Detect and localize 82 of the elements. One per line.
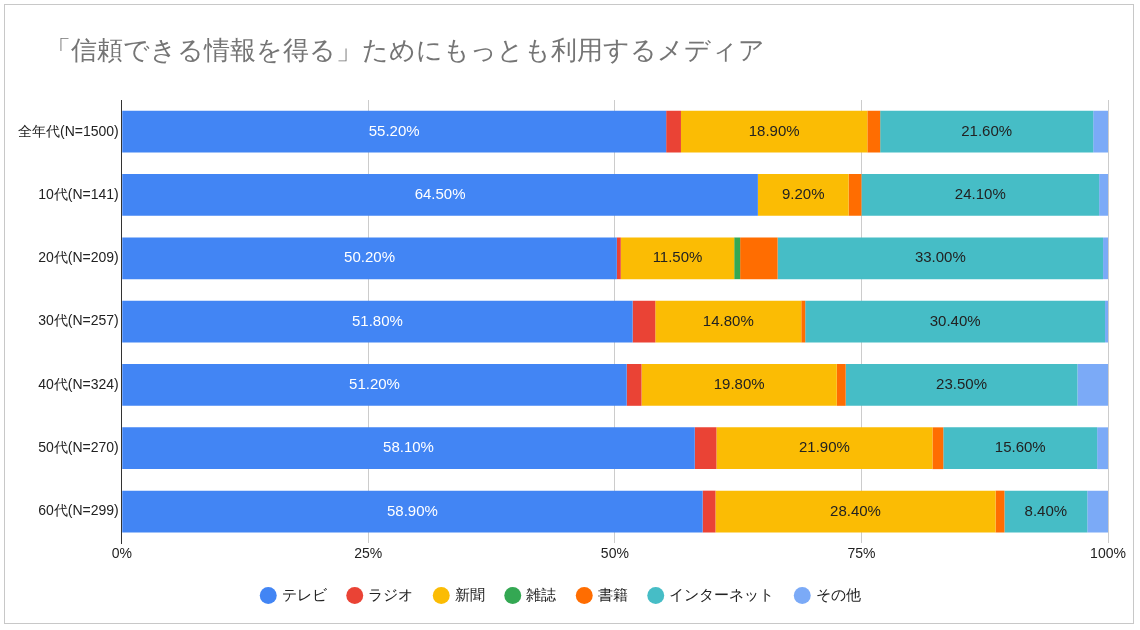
bar [620, 237, 735, 280]
x-tick-label: 25% [354, 545, 383, 562]
bar [122, 110, 667, 153]
bar [1077, 364, 1108, 406]
data-label: 8.40% [1024, 501, 1068, 519]
bar [734, 237, 741, 280]
data-label: 15.60% [994, 438, 1046, 456]
bar [757, 174, 849, 216]
bar [122, 427, 695, 470]
data-label: 51.20% [349, 375, 400, 393]
data-label: 28.40% [830, 501, 881, 519]
x-tick-label: 75% [847, 545, 876, 562]
legend-label: ラジオ [368, 585, 414, 603]
legend-label: 雑誌 [526, 585, 557, 603]
legend-label: その他 [815, 585, 861, 603]
bar [867, 110, 881, 153]
bar [122, 237, 617, 280]
bar [122, 174, 758, 216]
legend-label: テレビ [281, 585, 328, 603]
data-label: 64.50% [414, 185, 466, 203]
data-label: 18.90% [748, 121, 800, 139]
legend-label: 新聞 [454, 585, 485, 603]
y-tick-label: 60代(N=299) [38, 502, 119, 519]
bar [122, 364, 627, 406]
bar [880, 110, 1094, 153]
data-label: 9.20% [781, 185, 825, 203]
y-tick-label: 50代(N=270) [38, 439, 119, 456]
bar [694, 427, 717, 470]
bar [1087, 490, 1108, 533]
data-label: 58.90% [387, 501, 438, 519]
bar [1105, 300, 1108, 343]
bar [740, 237, 778, 280]
bar [122, 490, 703, 533]
bar [1103, 237, 1108, 280]
data-label: 58.10% [383, 438, 434, 456]
y-tick-label: 40代(N=324) [38, 375, 119, 392]
y-tick-label: 10代(N=141) [38, 185, 119, 202]
bar [932, 427, 944, 470]
x-tick-label: 100% [1090, 545, 1126, 562]
data-label: 21.60% [961, 121, 1013, 139]
bar [943, 427, 1098, 470]
bar [122, 300, 633, 343]
legend-label: インターネット [669, 585, 775, 603]
data-label: 33.00% [914, 248, 966, 266]
y-tick-label: 20代(N=209) [38, 249, 119, 266]
bar [1099, 174, 1108, 216]
data-label: 51.80% [352, 311, 403, 329]
data-label: 55.20% [368, 121, 420, 139]
data-label: 19.80% [713, 375, 765, 393]
bar [655, 300, 802, 343]
legend-label: 書籍 [597, 585, 628, 603]
bar [626, 364, 642, 406]
bar [666, 110, 681, 153]
bar [777, 237, 1104, 280]
bar [845, 364, 1078, 406]
bar [1004, 490, 1088, 533]
bar [715, 490, 996, 533]
x-tick-label: 50% [600, 545, 629, 562]
bar [616, 237, 621, 280]
data-label: 30.40% [929, 311, 981, 329]
data-label: 23.50% [936, 375, 987, 393]
chart-title: 「信頼できる情報を得る」ためにもっとも利用するメディア [45, 34, 765, 67]
bar [1097, 427, 1108, 470]
y-tick-label: 30代(N=257) [38, 312, 119, 329]
bar [702, 490, 716, 533]
bar [805, 300, 1106, 343]
data-label: 11.50% [652, 248, 703, 266]
bar [848, 174, 862, 216]
bar [836, 364, 846, 406]
x-tick-label: 0% [111, 545, 132, 562]
data-label: 24.10% [954, 185, 1006, 203]
data-label: 50.20% [344, 248, 395, 266]
y-tick-label: 全年代(N=1500) [17, 122, 119, 139]
bar [716, 427, 933, 470]
bar [680, 110, 868, 153]
bar [1093, 110, 1108, 153]
bar [641, 364, 837, 406]
bar [861, 174, 1100, 216]
bar [801, 300, 806, 343]
data-label: 14.80% [702, 311, 754, 329]
data-label: 21.90% [799, 438, 850, 456]
bar [632, 300, 656, 343]
